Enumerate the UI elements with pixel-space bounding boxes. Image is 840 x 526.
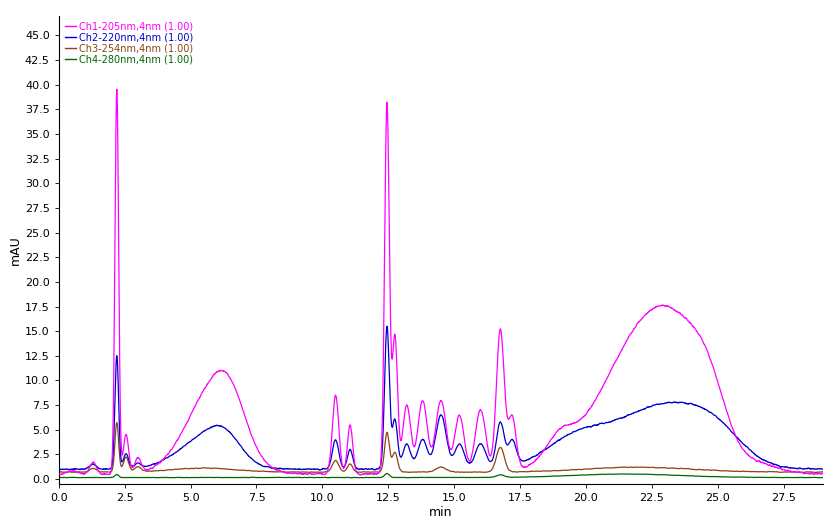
X-axis label: min: min: [429, 505, 453, 519]
Y-axis label: mAU: mAU: [9, 235, 22, 265]
Legend: Ch1-205nm,4nm (1.00), Ch2-220nm,4nm (1.00), Ch3-254nm,4nm (1.00), Ch4-280nm,4nm : Ch1-205nm,4nm (1.00), Ch2-220nm,4nm (1.0…: [64, 21, 194, 66]
